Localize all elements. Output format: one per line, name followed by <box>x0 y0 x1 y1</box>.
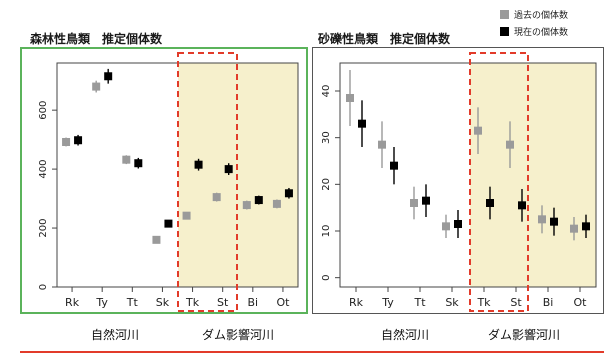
legend-label-present: 現在の個体数 <box>514 28 569 38</box>
legend-item-present: 現在の個体数 <box>500 23 568 40</box>
forest-point-present <box>134 159 143 168</box>
gravel-xtick-label: Bi <box>543 296 554 309</box>
forest-xtick-label: Tk <box>185 296 200 309</box>
gravel-ytick-label: 30 <box>321 131 332 144</box>
gravel-xtick-label: Tk <box>476 296 491 309</box>
forest-ytick-label: 400 <box>38 160 49 179</box>
gravel-point-past <box>378 140 386 149</box>
legend-swatch-present <box>500 27 509 36</box>
gravel-xtick-label: Sk <box>445 296 459 309</box>
gravel-point-present <box>358 119 366 128</box>
gravel-dam-highlight-box <box>469 52 529 312</box>
gravel-xtick-label: Tt <box>413 296 426 309</box>
gravel-point-present <box>582 222 590 231</box>
gravel-point-past <box>346 94 354 102</box>
forest-point-past <box>182 211 191 220</box>
gravel-point-past <box>570 224 578 233</box>
gravel-point-present <box>390 161 398 170</box>
forest-xtick-label: Sk <box>156 296 170 309</box>
forest-xtick-label: Ot <box>276 296 290 309</box>
gravel-plot-box <box>339 62 597 288</box>
gravel-xtick-label: Ot <box>574 296 588 309</box>
gravel-point-present <box>486 199 494 207</box>
gravel-dam-shade <box>470 63 596 287</box>
gravel-point-past <box>538 215 546 224</box>
forest-ytick-label: 0 <box>38 284 49 290</box>
gravel-xtick-label: Ty <box>381 296 394 309</box>
legend: 過去の個体数 現在の個体数 <box>500 6 568 40</box>
gravel-panel-frame <box>312 47 604 314</box>
gravel-point-past <box>410 199 418 207</box>
forest-point-past <box>272 199 281 208</box>
forest-point-past <box>62 137 71 146</box>
legend-label-past: 過去の個体数 <box>514 11 569 21</box>
forest-xtick-label: Tt <box>126 296 139 309</box>
forest-panel-frame <box>20 47 308 314</box>
forest-point-present <box>164 219 173 228</box>
forest-point-present <box>74 136 83 145</box>
forest-ytick-label: 600 <box>38 101 49 120</box>
forest-chart-title: 森林性鳥類 推定個体数 <box>30 32 163 46</box>
group-label-dam-gravel: ダム影響河川 <box>487 328 560 342</box>
forest-point-past <box>212 193 221 202</box>
gravel-xtick-label: St <box>510 296 522 309</box>
gravel-chart-title: 砂礫性鳥類 推定個体数 <box>318 32 451 46</box>
group-label-dam-forest: ダム影響河川 <box>201 328 274 342</box>
legend-swatch-past <box>500 10 509 19</box>
forest-xtick-label: Rk <box>65 296 80 309</box>
forest-point-present <box>254 196 263 205</box>
forest-xtick-label: Ty <box>95 296 108 309</box>
forest-ytick-label: 200 <box>38 219 49 238</box>
gravel-ytick-label: 40 <box>321 85 332 98</box>
gravel-point-past <box>442 222 450 231</box>
forest-point-past <box>92 82 101 91</box>
forest-point-past <box>152 235 161 244</box>
forest-point-present <box>104 72 113 81</box>
gravel-point-present <box>518 201 526 210</box>
forest-xtick-label: St <box>217 296 229 309</box>
group-label-natural-gravel: 自然河川 <box>380 328 429 342</box>
gravel-point-past <box>474 126 482 135</box>
forest-point-present <box>284 189 293 198</box>
legend-item-past: 過去の個体数 <box>500 6 568 23</box>
forest-point-past <box>242 201 251 210</box>
forest-point-present <box>224 165 233 174</box>
forest-point-present <box>194 160 203 169</box>
gravel-ytick-label: 20 <box>321 178 332 191</box>
group-label-natural-forest: 自然河川 <box>90 328 139 342</box>
gravel-xtick-label: Rk <box>349 296 364 309</box>
forest-xtick-label: Bi <box>248 296 259 309</box>
gravel-ytick-label: 10 <box>321 225 332 238</box>
gravel-ytick-label: 0 <box>321 274 332 280</box>
gravel-point-present <box>422 196 430 205</box>
gravel-point-present <box>550 217 558 226</box>
gravel-point-present <box>454 220 462 228</box>
forest-dam-highlight-box <box>177 52 238 312</box>
gravel-point-past <box>506 140 514 149</box>
forest-point-past <box>122 155 131 164</box>
